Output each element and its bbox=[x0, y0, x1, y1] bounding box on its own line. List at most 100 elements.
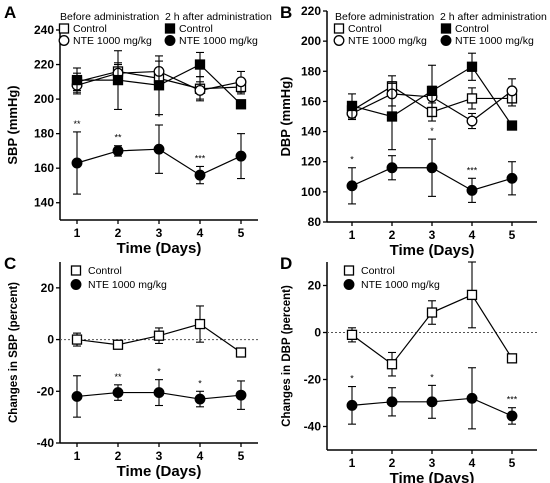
data-point bbox=[466, 61, 478, 72]
series-0 bbox=[346, 261, 518, 377]
x-tick-label: 2 bbox=[115, 449, 122, 463]
legend-marker bbox=[440, 35, 452, 46]
significance-mark: ** bbox=[114, 372, 122, 382]
data-point bbox=[506, 172, 518, 184]
significance-mark: * bbox=[430, 372, 434, 382]
x-axis-label: Time (Days) bbox=[390, 242, 475, 259]
legend: Control NTE 1000 mg/kg bbox=[343, 265, 440, 291]
significance-mark: * bbox=[157, 112, 161, 122]
legend-label: NTE 1000 mg/kg bbox=[455, 35, 534, 47]
data-point bbox=[466, 115, 478, 127]
series-3 bbox=[346, 138, 518, 205]
y-axis-label: Changes in DBP (percent) bbox=[281, 285, 293, 427]
x-tick-label: 2 bbox=[389, 228, 396, 242]
data-point bbox=[112, 339, 124, 350]
data-point bbox=[466, 289, 478, 301]
legend-label: Control bbox=[73, 23, 107, 35]
y-tick-label: 200 bbox=[301, 34, 321, 48]
y-tick-label: 0 bbox=[47, 333, 54, 347]
data-point bbox=[194, 59, 206, 70]
data-point bbox=[426, 307, 438, 318]
data-point bbox=[346, 399, 358, 411]
data-point bbox=[71, 391, 83, 402]
series-2 bbox=[71, 50, 247, 116]
legend-label: NTE 1000 mg/kg bbox=[179, 35, 258, 47]
x-tick-label: 1 bbox=[349, 456, 356, 470]
x-tick-label: 3 bbox=[429, 228, 436, 242]
significance-mark: * bbox=[350, 374, 354, 384]
data-point bbox=[71, 157, 83, 169]
y-tick-label: 120 bbox=[301, 155, 321, 169]
data-point bbox=[194, 85, 206, 96]
significance-mark: * bbox=[430, 126, 434, 136]
data-point bbox=[194, 169, 206, 181]
data-point bbox=[506, 353, 518, 364]
y-tick-label: 220 bbox=[34, 58, 54, 72]
y-axis-label: DBP (mmHg) bbox=[278, 77, 293, 157]
x-tick-label: 5 bbox=[509, 456, 516, 470]
data-point bbox=[194, 393, 206, 405]
significance-mark: * bbox=[198, 378, 202, 388]
significance-mark: *** bbox=[467, 165, 478, 175]
significance-mark: *** bbox=[507, 395, 518, 405]
y-tick-label: -40 bbox=[37, 436, 55, 450]
legend: Before administration 2 h after administr… bbox=[333, 11, 547, 47]
data-point bbox=[153, 80, 165, 91]
panel-D: D -40 -20 0 20 1 2 3 4 5 Time (Days) Changes in DBP… bbox=[280, 254, 537, 483]
x-tick-label: 5 bbox=[238, 449, 245, 463]
legend-label: Control bbox=[348, 23, 382, 35]
data-point bbox=[506, 120, 518, 131]
panel-B: B 80 100 120 140 160 180 200 220 1 2 3 4 5 Time (Days)… bbox=[278, 3, 547, 259]
x-axis-label: Time (Days) bbox=[117, 240, 202, 257]
series-1 bbox=[346, 367, 518, 430]
legend-marker bbox=[164, 23, 176, 34]
y-tick-label: 20 bbox=[308, 279, 322, 293]
legend: Before administration 2 h after administr… bbox=[58, 11, 272, 47]
x-axis-label: Time (Days) bbox=[390, 470, 475, 483]
data-point bbox=[235, 76, 247, 88]
data-point bbox=[506, 85, 518, 97]
legend-marker bbox=[70, 279, 82, 290]
panel-letter: B bbox=[280, 3, 292, 22]
x-tick-label: 5 bbox=[509, 228, 516, 242]
series-0 bbox=[71, 305, 247, 358]
x-tick-label: 1 bbox=[74, 449, 81, 463]
data-point bbox=[235, 389, 247, 401]
data-point bbox=[506, 410, 518, 422]
legend-label: NTE 1000 mg/kg bbox=[361, 279, 440, 291]
x-tick-label: 4 bbox=[469, 228, 476, 242]
data-point bbox=[386, 162, 398, 174]
significance-mark: * bbox=[157, 367, 161, 377]
legend-label: NTE 1000 mg/kg bbox=[88, 279, 167, 291]
data-point bbox=[426, 85, 438, 97]
y-tick-label: 100 bbox=[301, 185, 321, 199]
data-point bbox=[153, 143, 165, 155]
data-point bbox=[71, 74, 83, 86]
data-point bbox=[153, 387, 165, 399]
data-point bbox=[466, 184, 478, 196]
legend-label: Control bbox=[179, 23, 213, 35]
y-tick-label: -20 bbox=[37, 384, 55, 398]
data-point bbox=[235, 150, 247, 162]
x-tick-label: 2 bbox=[389, 456, 396, 470]
legend-header-after: 2 h after administration bbox=[440, 11, 547, 23]
data-point bbox=[153, 330, 165, 341]
legend-label: Control bbox=[455, 23, 489, 35]
data-point bbox=[235, 99, 247, 110]
data-point bbox=[386, 359, 398, 370]
legend-marker bbox=[164, 35, 176, 46]
y-tick-label: 180 bbox=[34, 127, 54, 141]
data-point bbox=[386, 396, 398, 408]
panel-letter: C bbox=[4, 254, 16, 273]
data-point bbox=[426, 396, 438, 408]
x-tick-label: 4 bbox=[197, 226, 204, 240]
y-tick-label: 200 bbox=[34, 92, 54, 106]
y-tick-label: 140 bbox=[34, 196, 54, 210]
legend-marker bbox=[333, 23, 345, 34]
y-tick-label: -40 bbox=[304, 420, 322, 434]
data-point bbox=[194, 318, 206, 330]
x-tick-label: 4 bbox=[469, 456, 476, 470]
y-tick-label: -20 bbox=[304, 373, 322, 387]
legend-marker bbox=[333, 35, 345, 46]
